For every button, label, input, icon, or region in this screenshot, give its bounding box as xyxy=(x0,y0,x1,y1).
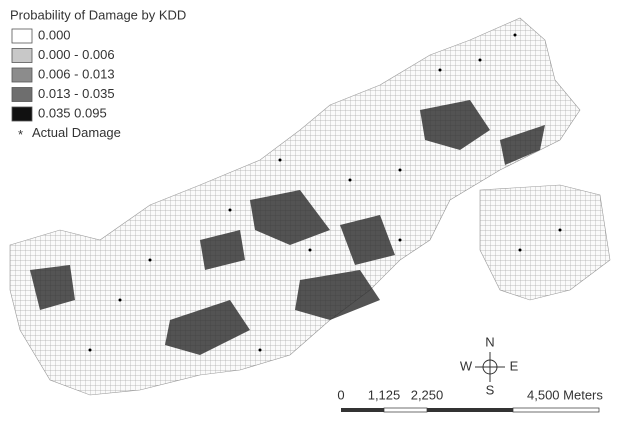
legend-title: Probability of Damage by KDD xyxy=(10,7,186,22)
compass-s: S xyxy=(486,382,495,397)
scale-segment xyxy=(341,408,384,412)
legend-swatch xyxy=(12,29,32,43)
legend-label: 0.000 - 0.006 xyxy=(38,47,115,62)
scale-label: 4,500 Meters xyxy=(527,387,603,402)
scale-label: 0 xyxy=(337,387,344,402)
legend-label: 0.013 - 0.035 xyxy=(38,86,115,101)
legend-swatch xyxy=(12,68,32,82)
scale-segment xyxy=(384,408,427,412)
legend: Probability of Damage by KDD 0.000 0.000 … xyxy=(10,7,186,142)
legend-point-label: Actual Damage xyxy=(32,125,121,140)
compass-w: W xyxy=(460,358,473,373)
scale-label: 2,250 xyxy=(411,387,444,402)
scale-segment xyxy=(513,408,599,412)
compass: N W E S xyxy=(460,334,519,397)
legend-label: 0.006 - 0.013 xyxy=(38,66,115,81)
legend-point-symbol: * xyxy=(18,127,23,142)
scale-bar: 0 1,125 2,250 4,500 Meters xyxy=(337,387,603,412)
legend-swatch xyxy=(12,107,32,121)
legend-label: 0.035 0.095 xyxy=(38,105,107,120)
legend-label: 0.000 xyxy=(38,27,71,42)
compass-n: N xyxy=(485,334,494,349)
legend-swatch xyxy=(12,49,32,63)
map: Probability of Damage by KDD 0.000 0.000 … xyxy=(0,0,617,430)
compass-e: E xyxy=(510,358,519,373)
scale-label: 1,125 xyxy=(368,387,401,402)
legend-swatch xyxy=(12,88,32,102)
scale-segment xyxy=(427,408,513,412)
